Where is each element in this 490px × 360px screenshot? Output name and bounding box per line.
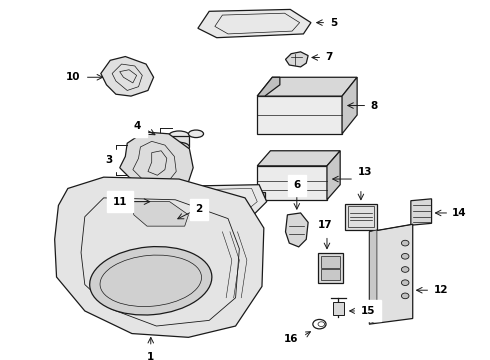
Polygon shape (150, 185, 267, 215)
Polygon shape (55, 177, 264, 337)
Ellipse shape (401, 280, 409, 285)
Text: 2: 2 (195, 204, 202, 214)
Text: 4: 4 (134, 121, 141, 131)
Polygon shape (257, 192, 265, 200)
Text: 12: 12 (434, 285, 448, 295)
Polygon shape (101, 57, 153, 96)
Bar (348, 206, 374, 227)
Polygon shape (257, 77, 357, 96)
Text: 15: 15 (361, 306, 375, 316)
Bar (321, 256, 340, 267)
Bar (321, 269, 340, 280)
Text: 13: 13 (357, 167, 372, 177)
Text: 10: 10 (66, 72, 80, 82)
Ellipse shape (401, 253, 409, 259)
Text: 17: 17 (318, 220, 332, 230)
Polygon shape (198, 9, 311, 38)
Text: 6: 6 (293, 180, 300, 190)
Polygon shape (327, 151, 340, 200)
Polygon shape (257, 166, 327, 200)
Polygon shape (132, 202, 189, 226)
Bar (318, 252, 343, 283)
Text: 11: 11 (113, 197, 127, 207)
Polygon shape (286, 52, 308, 67)
Polygon shape (122, 207, 176, 230)
Text: 14: 14 (452, 208, 467, 218)
Polygon shape (411, 199, 432, 225)
Text: 16: 16 (284, 334, 299, 344)
Text: 7: 7 (325, 53, 333, 63)
Polygon shape (257, 96, 342, 134)
Polygon shape (257, 151, 340, 166)
Ellipse shape (90, 247, 212, 315)
Polygon shape (342, 77, 357, 134)
Polygon shape (120, 132, 193, 192)
Polygon shape (286, 213, 308, 247)
Text: 1: 1 (147, 352, 154, 360)
Ellipse shape (401, 267, 409, 272)
Ellipse shape (401, 293, 409, 299)
Bar (333, 302, 344, 315)
Bar (345, 203, 377, 230)
Polygon shape (257, 77, 280, 96)
Ellipse shape (169, 131, 190, 140)
Text: 9: 9 (357, 174, 364, 184)
Text: 8: 8 (370, 100, 378, 111)
Text: 5: 5 (330, 18, 337, 28)
Polygon shape (369, 224, 413, 324)
Ellipse shape (169, 142, 190, 152)
Ellipse shape (189, 130, 203, 138)
Text: 3: 3 (105, 155, 112, 165)
Polygon shape (169, 136, 190, 147)
Polygon shape (369, 230, 377, 324)
Ellipse shape (401, 240, 409, 246)
